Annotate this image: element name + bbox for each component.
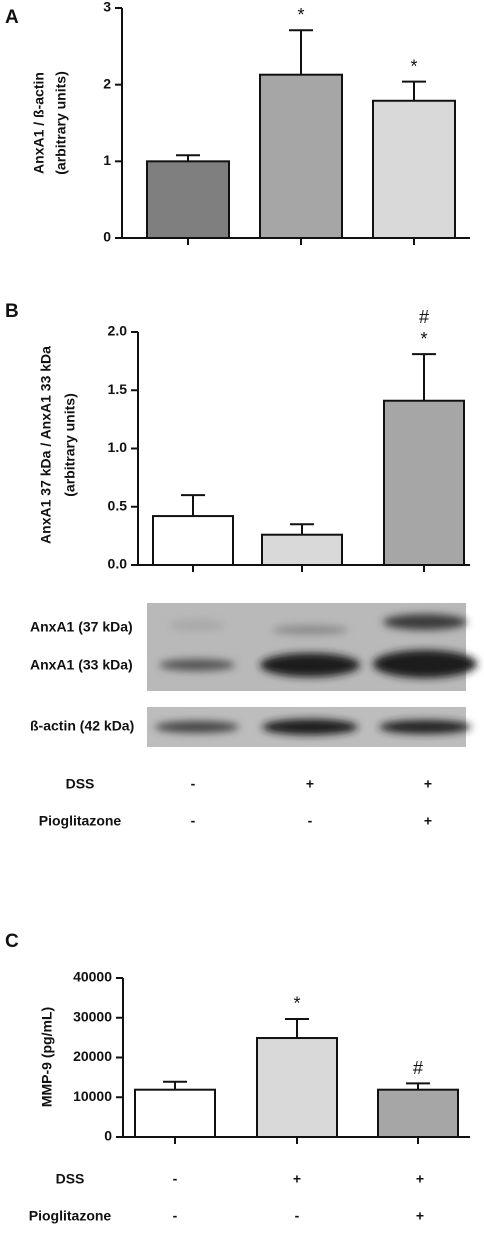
y-tick-label: 2.0 (108, 323, 128, 339)
y-axis-label: AnxA1 / ß-actin (31, 72, 47, 174)
bar (256, 1037, 338, 1138)
y-tick-label: 0 (103, 229, 111, 245)
error-bar (285, 1017, 309, 1039)
significance-mark: * (293, 994, 300, 1014)
panel-label: B (5, 301, 19, 322)
y-tick-label: 0 (104, 1128, 112, 1144)
y-tick-label: 10000 (73, 1088, 112, 1104)
y-tick-label: 1.5 (108, 381, 128, 397)
y-tick-label: 1.0 (108, 439, 128, 455)
y-axis-label: (arbitrary units) (53, 71, 69, 174)
bar (152, 515, 234, 567)
panel-label: A (5, 7, 19, 28)
y-tick-label: 0.5 (108, 497, 128, 513)
bar (372, 99, 456, 240)
error-bar (289, 29, 313, 75)
treatment-name: Pioglitazone (39, 813, 122, 829)
y-axis-label: (arbitrary units) (62, 393, 78, 496)
treatment-mark: - (295, 1208, 300, 1224)
bar (259, 73, 343, 239)
y-tick-label: 1 (103, 152, 111, 168)
significance-mark: * (297, 5, 304, 25)
y-tick-label: 2 (103, 75, 111, 91)
treatment-mark: + (416, 1171, 424, 1187)
blot-label: AnxA1 (33 kDa) (30, 657, 133, 673)
error-bar (290, 523, 314, 535)
y-tick-label: 3 (103, 0, 111, 15)
treatment-mark: + (416, 1208, 424, 1224)
error-bar (181, 494, 205, 517)
y-tick-label: 30000 (73, 1008, 112, 1024)
significance-mark: * (420, 329, 427, 349)
y-tick-label: 0.0 (108, 556, 128, 572)
treatment-mark: + (424, 813, 432, 829)
error-bar (412, 353, 436, 401)
treatment-name: Pioglitazone (29, 1208, 112, 1224)
y-axis-label: AnxA1 37 kDa / AnxA1 33 kDa (38, 346, 54, 544)
treatment-mark: - (191, 813, 196, 829)
bar (146, 160, 230, 239)
y-tick-label: 40000 (73, 969, 112, 985)
bar (377, 1088, 459, 1139)
treatment-mark: - (173, 1208, 178, 1224)
blot-bands (155, 614, 477, 735)
panel-label: C (5, 931, 19, 952)
significance-mark: # (413, 1058, 423, 1078)
bar (134, 1088, 216, 1139)
error-bar (176, 154, 200, 162)
bar (261, 533, 343, 567)
treatment-name: DSS (66, 776, 95, 792)
treatment-mark: + (293, 1171, 301, 1187)
western-blot (147, 603, 477, 747)
blot-label: ß-actin (42 kDa) (30, 718, 134, 734)
bar (383, 399, 465, 566)
y-tick-label: 20000 (73, 1048, 112, 1064)
error-bar (406, 1082, 430, 1090)
treatment-mark: - (173, 1171, 178, 1187)
treatment-mark: - (191, 776, 196, 792)
treatment-mark: - (308, 813, 313, 829)
significance-mark: # (419, 307, 429, 327)
treatment-mark: + (306, 776, 314, 792)
error-bar (402, 80, 426, 101)
error-bar (163, 1080, 187, 1090)
blot-label: AnxA1 (37 kDa) (30, 619, 133, 635)
treatment-name: DSS (56, 1171, 85, 1187)
treatment-mark: + (424, 776, 432, 792)
significance-mark: * (410, 56, 417, 76)
y-axis-label: MMP-9 (pg/mL) (39, 1007, 55, 1107)
